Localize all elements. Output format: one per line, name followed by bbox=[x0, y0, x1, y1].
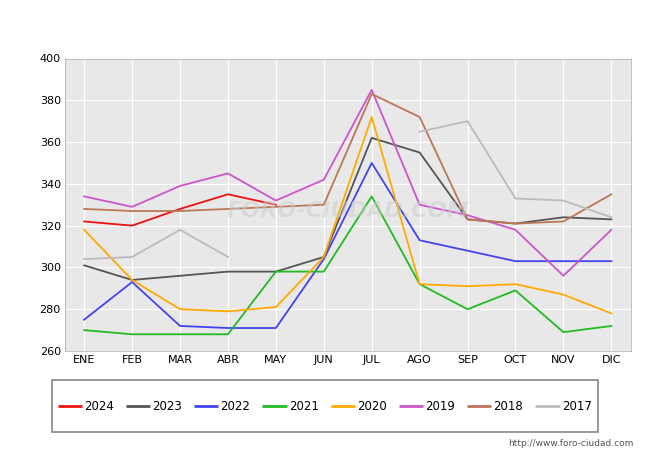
Text: 2020: 2020 bbox=[357, 400, 387, 413]
Text: 2023: 2023 bbox=[152, 400, 182, 413]
Text: 2017: 2017 bbox=[562, 400, 592, 413]
Text: 2022: 2022 bbox=[220, 400, 250, 413]
Text: FORO-CIUDAD.COM: FORO-CIUDAD.COM bbox=[226, 201, 469, 220]
Text: 2024: 2024 bbox=[84, 400, 114, 413]
Text: Afiliados en Fuentes de Oñoro a 31/5/2024: Afiliados en Fuentes de Oñoro a 31/5/202… bbox=[148, 16, 502, 34]
Text: http://www.foro-ciudad.com: http://www.foro-ciudad.com bbox=[508, 439, 634, 448]
Text: 2018: 2018 bbox=[493, 400, 523, 413]
Text: 2019: 2019 bbox=[425, 400, 455, 413]
Text: 2021: 2021 bbox=[289, 400, 318, 413]
